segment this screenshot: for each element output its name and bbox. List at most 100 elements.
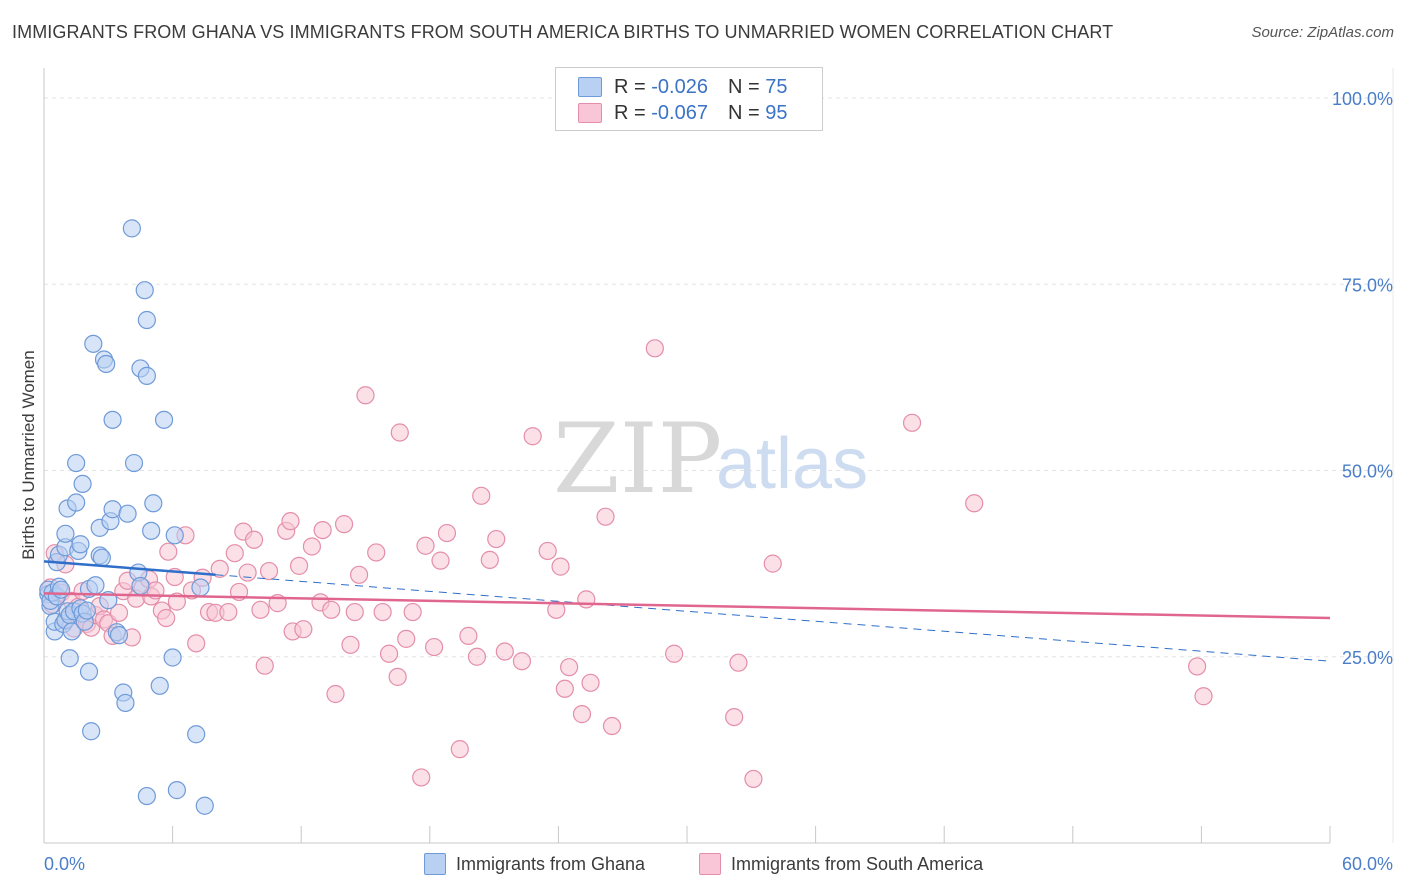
data-point-south-america [238, 563, 257, 582]
data-point-south-america [725, 707, 744, 727]
south-america-legend-swatch [699, 853, 721, 875]
data-point-south-america [302, 537, 322, 556]
legend-row-south-america: R = -0.067 N = 95 [578, 100, 787, 126]
data-point-south-america [965, 494, 984, 513]
data-point-south-america [219, 602, 238, 622]
chart-title: IMMIGRANTS FROM GHANA VS IMMIGRANTS FROM… [12, 22, 1114, 42]
y-axis-label: Births to Unmarried Women [19, 350, 38, 559]
data-point-south-america [159, 542, 178, 561]
data-point-ghana [84, 334, 103, 353]
data-point-ghana [103, 410, 122, 429]
series-ghana [39, 219, 214, 815]
legend-r-value: -0.026 [651, 75, 708, 98]
data-point-south-america [596, 507, 615, 526]
data-point-south-america [523, 427, 542, 446]
trend-line-ghana [43, 560, 216, 576]
data-point-ghana [67, 493, 86, 512]
data-point-ghana [122, 219, 141, 238]
data-point-south-america [581, 673, 600, 692]
data-point-south-america [109, 603, 129, 622]
data-point-south-america [495, 642, 514, 661]
legend-r-value: -0.067 [651, 101, 708, 124]
source-credit: Source: ZipAtlas.com [1251, 24, 1394, 41]
data-point-ghana [56, 524, 75, 543]
correlation-legend: R = -0.026 N = 75 R = -0.067 N = 95 [555, 67, 823, 131]
data-point-ghana [137, 786, 156, 806]
data-point-south-america [555, 679, 574, 698]
data-point-south-america [388, 667, 407, 686]
y-tick-label: 25.0% [1342, 648, 1393, 668]
data-point-south-america [157, 608, 176, 628]
data-point-ghana [142, 521, 161, 540]
data-point-ghana [103, 500, 122, 519]
data-point-south-america [577, 590, 596, 609]
data-point-ghana [60, 649, 79, 668]
data-point-south-america [379, 644, 399, 663]
data-point-ghana [187, 725, 206, 744]
data-point-ghana [67, 453, 86, 473]
data-point-south-america [356, 386, 375, 405]
data-point-south-america [412, 768, 431, 787]
data-point-south-america [187, 634, 206, 653]
south-america-swatch [578, 103, 602, 123]
data-point-south-america [459, 626, 478, 645]
watermark-zip: ZIP [553, 403, 722, 515]
legend-n-value: 95 [765, 101, 788, 124]
data-point-ghana [165, 526, 184, 545]
data-point-ghana [109, 626, 129, 645]
data-point-south-america [251, 600, 270, 619]
axes [43, 68, 1394, 844]
data-point-south-america [397, 629, 416, 648]
data-point-ghana [195, 796, 214, 815]
data-point-ghana [97, 354, 116, 374]
trend-line-south-america [43, 592, 1331, 620]
data-point-south-america [244, 530, 264, 549]
data-point-south-america [431, 551, 450, 570]
data-point-south-america [416, 536, 435, 555]
watermark-atlas: atlas [716, 424, 868, 504]
data-point-ghana [191, 578, 210, 597]
data-point-south-america [390, 423, 409, 442]
ghana-legend-swatch [424, 853, 446, 875]
data-point-ghana [118, 504, 137, 523]
data-point-south-america [349, 565, 369, 584]
data-point-south-america [487, 529, 506, 549]
data-point-ghana [144, 494, 163, 513]
data-point-south-america [467, 647, 487, 666]
data-point-south-america [437, 523, 457, 543]
data-point-south-america [538, 541, 557, 561]
y-tick-label: 50.0% [1342, 462, 1393, 482]
data-point-south-america [322, 600, 341, 619]
legend-n-label: N = [727, 75, 760, 98]
data-point-ghana [131, 576, 150, 596]
data-point-south-america [341, 635, 360, 654]
data-point-ghana [79, 662, 99, 681]
x-tick-label-max: 60.0% [1342, 854, 1393, 874]
x-tick-label-min: 0.0% [44, 854, 85, 874]
data-point-south-america [424, 637, 444, 657]
data-point-south-america [326, 684, 345, 704]
legend-item-ghana: Immigrants from Ghana [424, 852, 645, 876]
data-point-south-america [480, 550, 499, 570]
ghana-legend-label: Immigrants from Ghana [456, 853, 646, 874]
data-point-south-america [313, 520, 332, 540]
trend-line-ghana-extended [215, 574, 1331, 662]
data-point-south-america [472, 486, 491, 505]
data-point-south-america [334, 515, 354, 534]
data-point-south-america [210, 559, 229, 578]
legend-n-label: N = [727, 101, 760, 124]
data-point-south-america [289, 556, 309, 575]
data-point-south-america [1188, 657, 1207, 676]
data-point-south-america [167, 592, 186, 611]
data-point-ghana [154, 410, 174, 429]
data-point-south-america [450, 740, 469, 759]
legend-item-south-america: Immigrants from South America [699, 852, 983, 876]
data-point-south-america [551, 557, 570, 576]
data-point-south-america [294, 620, 313, 639]
data-point-south-america [744, 769, 763, 789]
data-point-south-america [763, 554, 782, 573]
data-point-south-america [602, 716, 622, 736]
data-point-ghana [52, 580, 71, 599]
data-point-south-america [255, 656, 274, 675]
